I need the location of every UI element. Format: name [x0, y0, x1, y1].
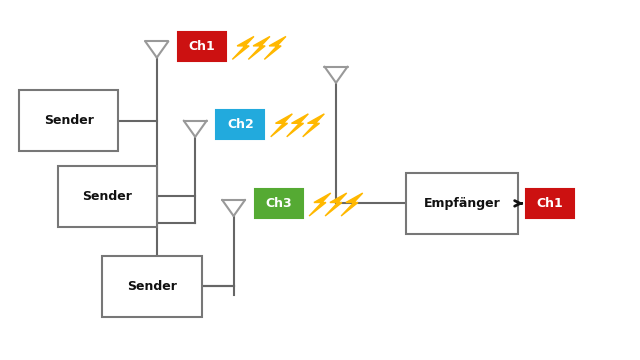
Polygon shape: [303, 114, 324, 137]
Polygon shape: [264, 36, 286, 59]
FancyBboxPatch shape: [526, 189, 574, 218]
Text: Ch3: Ch3: [266, 197, 292, 210]
Text: Sender: Sender: [83, 190, 132, 203]
Polygon shape: [341, 193, 363, 216]
Polygon shape: [271, 114, 292, 137]
Text: Ch1: Ch1: [189, 40, 215, 53]
Polygon shape: [248, 36, 270, 59]
Text: Sender: Sender: [44, 114, 93, 127]
FancyBboxPatch shape: [216, 110, 264, 139]
Polygon shape: [325, 193, 347, 216]
FancyBboxPatch shape: [255, 189, 303, 218]
Text: Sender: Sender: [127, 280, 177, 293]
Polygon shape: [232, 36, 254, 59]
Text: Empfänger: Empfänger: [424, 197, 500, 210]
Text: Ch2: Ch2: [227, 118, 253, 131]
FancyBboxPatch shape: [102, 256, 202, 317]
Polygon shape: [309, 193, 331, 216]
Text: Ch1: Ch1: [537, 197, 563, 210]
FancyBboxPatch shape: [178, 32, 226, 61]
FancyBboxPatch shape: [19, 90, 118, 151]
FancyBboxPatch shape: [406, 173, 518, 234]
FancyBboxPatch shape: [58, 166, 157, 227]
Polygon shape: [287, 114, 308, 137]
